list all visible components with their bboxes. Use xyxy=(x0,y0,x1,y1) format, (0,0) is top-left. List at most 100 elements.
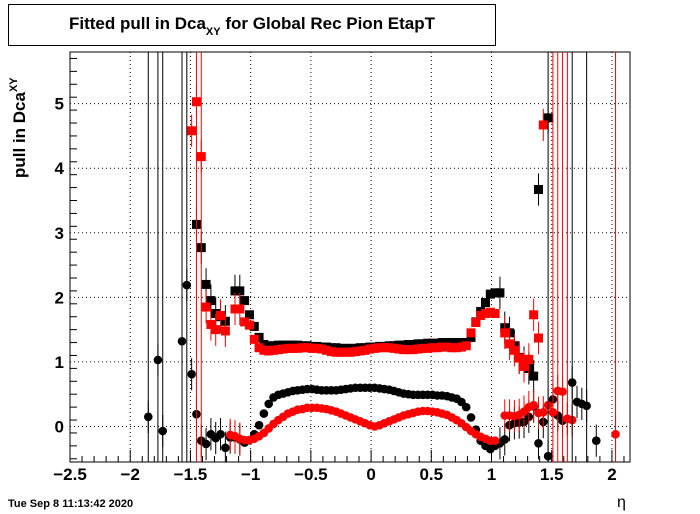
data-point-square xyxy=(471,318,481,328)
data-point-square xyxy=(490,288,500,298)
data-point-circle xyxy=(259,409,269,418)
data-point-square xyxy=(240,296,250,306)
data-point-square xyxy=(346,347,356,357)
data-point-square xyxy=(244,320,254,330)
data-point-square xyxy=(500,328,510,338)
y-tick-label: 5 xyxy=(55,95,64,114)
data-point-square xyxy=(206,319,216,329)
x-tick-label: 1 xyxy=(487,465,496,484)
data-point-square xyxy=(413,339,423,349)
data-point-circle xyxy=(254,420,264,430)
data-point-square xyxy=(206,296,216,306)
data-point-square xyxy=(432,338,442,348)
data-point-square xyxy=(456,342,466,352)
data-point-square xyxy=(533,185,543,195)
data-point-square xyxy=(529,371,539,381)
title-subscript: XY xyxy=(205,26,221,38)
data-point-square xyxy=(399,340,409,350)
data-point-square xyxy=(264,346,274,356)
data-point-square xyxy=(297,343,307,353)
x-tick-label: 0 xyxy=(366,465,375,484)
data-point-square xyxy=(480,298,490,308)
data-point-square xyxy=(244,310,254,320)
data-point-square xyxy=(456,338,466,348)
data-point-square xyxy=(264,341,274,351)
data-point-square xyxy=(418,343,428,353)
chart-title: Fitted pull in DcaXY for Global Rec Pion… xyxy=(9,14,495,38)
data-point-square xyxy=(240,317,250,327)
data-point-square xyxy=(538,120,548,130)
data-point-square xyxy=(418,339,428,349)
data-point-square xyxy=(259,339,269,349)
ylabel-main: pull in Dca xyxy=(10,92,29,178)
data-point-square xyxy=(288,343,298,353)
data-point-square xyxy=(331,343,341,353)
data-point-square xyxy=(350,347,360,357)
data-point-square xyxy=(322,345,332,355)
data-point-square xyxy=(476,310,486,320)
data-point-square xyxy=(230,286,240,296)
data-point-square xyxy=(201,302,211,312)
data-point-square xyxy=(211,325,221,335)
data-point-circle xyxy=(264,399,274,409)
data-point-square xyxy=(423,338,433,348)
data-point-square xyxy=(235,304,245,314)
data-point-square xyxy=(317,344,327,354)
data-point-square xyxy=(505,339,515,349)
data-point-square xyxy=(216,310,226,320)
ylabel-subscript: XY xyxy=(8,77,20,93)
data-point-square xyxy=(220,326,230,336)
x-axis-label: η xyxy=(617,494,626,511)
data-point-square xyxy=(384,343,394,353)
title-main: Fitted pull in Dca xyxy=(68,14,206,33)
data-point-square xyxy=(480,308,490,318)
data-point-square xyxy=(529,310,539,320)
y-tick-label: 3 xyxy=(55,224,64,243)
data-point-square xyxy=(495,288,505,298)
x-tick-label: −0.5 xyxy=(294,465,328,484)
data-point-square xyxy=(461,341,471,351)
data-point-square xyxy=(259,345,269,355)
y-tick-label: 4 xyxy=(55,159,65,178)
data-point-square xyxy=(427,343,437,353)
title-rest: for Global Rec Pion EtapT xyxy=(220,14,436,33)
data-point-circle xyxy=(538,407,548,417)
x-tick-label: −2.5 xyxy=(53,465,87,484)
data-point-square xyxy=(312,343,322,353)
data-point-circle xyxy=(201,439,211,449)
data-point-square xyxy=(365,344,375,354)
data-point-square xyxy=(466,332,476,342)
data-point-square xyxy=(485,307,495,317)
data-point-circle xyxy=(466,413,476,422)
data-point-square xyxy=(249,334,259,344)
data-point-square xyxy=(355,346,365,356)
data-point-square xyxy=(408,339,418,349)
data-point-circle xyxy=(216,429,225,439)
data-point-circle xyxy=(529,400,538,410)
data-point-square xyxy=(375,343,385,353)
data-point-square xyxy=(509,345,519,355)
data-point-square xyxy=(447,343,457,353)
data-point-square xyxy=(533,333,543,343)
data-point-square xyxy=(235,286,245,296)
data-point-square xyxy=(442,342,452,352)
data-point-square xyxy=(187,126,197,136)
data-point-square xyxy=(273,345,283,355)
data-point-square xyxy=(360,345,370,355)
data-point-square xyxy=(447,338,457,348)
data-point-square xyxy=(485,289,495,299)
data-point-square xyxy=(452,338,462,348)
data-point-circle xyxy=(221,443,230,453)
data-point-square xyxy=(403,345,413,355)
data-point-square xyxy=(408,345,418,355)
plot-frame xyxy=(69,51,631,463)
data-point-square xyxy=(442,338,452,348)
data-point-square xyxy=(423,343,433,353)
data-point-square xyxy=(519,361,529,371)
data-point-square xyxy=(490,308,500,318)
data-point-square xyxy=(307,343,317,353)
data-point-square xyxy=(326,347,336,357)
x-tick-label: −1 xyxy=(241,465,260,484)
timestamp: Tue Sep 8 11:13:42 2020 xyxy=(8,498,134,510)
